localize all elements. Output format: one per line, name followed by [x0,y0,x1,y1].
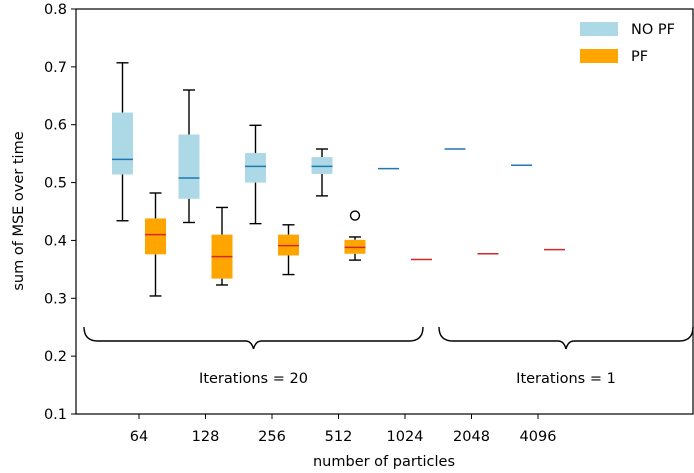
x-tick-label: 1024 [387,429,424,445]
box-pf-512 [344,210,366,261]
box-pf-256 [278,224,299,276]
y-tick-label: 0.7 [44,60,67,76]
outlier-point [349,210,361,221]
annotation-label-iterations-20: Iterations = 20 [199,371,308,387]
legend-swatch-no-pf [580,22,618,36]
box-pf-64 [145,192,166,297]
y-tick-label: 0.1 [44,407,67,423]
x-tick-label: 4096 [520,429,557,445]
x-axis: 64 128 256 512 1024 2048 4096 [130,414,557,445]
legend-label-pf: PF [631,49,648,65]
annotation-label-iterations-1: Iterations = 1 [516,371,616,387]
box-no-pf-256 [245,124,266,225]
x-tick-label: 2048 [453,429,490,445]
y-tick-label: 0.2 [44,349,67,365]
box-no-pf-128 [178,89,200,224]
y-axis-label: sum of MSE over time [11,131,27,290]
legend: NO PF PF [580,22,675,65]
x-tick-label: 512 [325,429,353,445]
legend-swatch-pf [580,49,618,63]
iqr-box [112,112,133,175]
iqr-box [145,218,166,255]
y-tick-label: 0.6 [44,118,67,134]
y-tick-label: 0.5 [44,176,67,192]
x-tick-label: 256 [258,429,286,445]
plot-marks [112,62,565,297]
y-tick-label: 0.4 [44,233,67,249]
plot-frame [75,8,694,415]
y-tick-label: 0.8 [44,2,67,18]
annotations: Iterations = 20 Iterations = 1 [83,326,694,387]
brace-iterations-20 [83,326,424,350]
box-pf-128 [211,206,233,286]
iqr-box [178,134,200,199]
box-no-pf-64 [112,62,133,222]
y-axis: 0.1 0.2 0.3 0.4 0.5 0.6 0.7 0.8 [44,2,76,423]
x-tick-label: 128 [192,429,220,445]
iqr-box [245,153,266,183]
iqr-box [311,157,333,174]
x-tick-label: 64 [130,429,148,445]
legend-label-no-pf: NO PF [631,22,675,38]
box-no-pf-512 [311,148,333,197]
x-axis-label: number of particles [313,454,455,470]
brace-iterations-1 [438,326,694,350]
y-tick-label: 0.3 [44,291,67,307]
